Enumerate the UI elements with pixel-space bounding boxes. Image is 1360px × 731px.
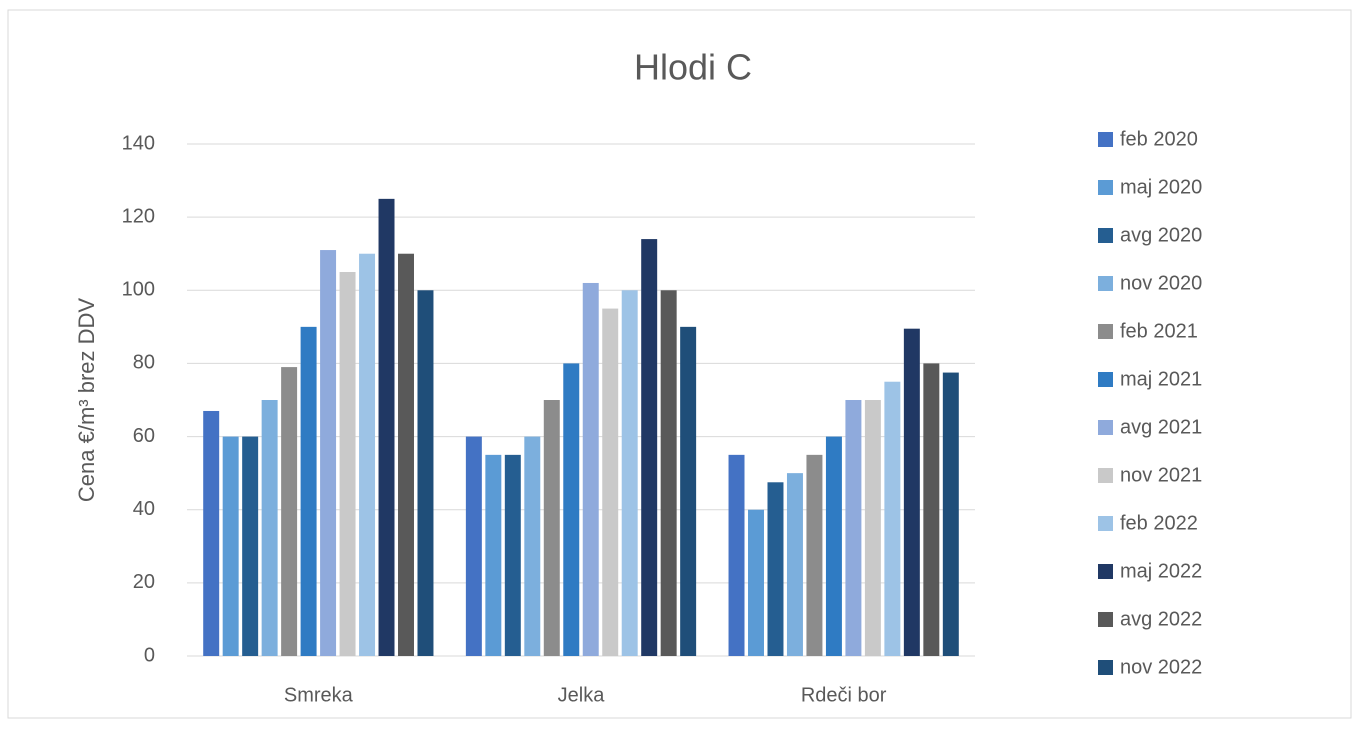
- legend-label: nov 2021: [1120, 464, 1202, 486]
- legend-label: maj 2020: [1120, 176, 1202, 198]
- legend-swatch: [1098, 372, 1113, 387]
- y-tick-label: 140: [122, 132, 155, 154]
- legend-label: avg 2020: [1120, 224, 1202, 246]
- bar: [786, 473, 803, 656]
- legend-swatch: [1098, 420, 1113, 435]
- legend-label: nov 2020: [1120, 272, 1202, 294]
- bar: [806, 454, 823, 656]
- bar: [767, 482, 784, 656]
- bar: [582, 282, 599, 656]
- y-tick-label: 40: [133, 498, 155, 520]
- x-tick-label: Jelka: [558, 684, 606, 706]
- x-tick-label: Smreka: [284, 684, 354, 706]
- y-tick-label: 120: [122, 205, 155, 227]
- legend-swatch: [1098, 564, 1113, 579]
- bar: [378, 198, 395, 656]
- legend-swatch: [1098, 180, 1113, 195]
- legend-swatch: [1098, 468, 1113, 483]
- y-tick-label: 100: [122, 279, 155, 301]
- y-tick-label: 80: [133, 352, 155, 374]
- bar: [884, 381, 901, 656]
- bar: [864, 400, 881, 656]
- bar: [660, 290, 677, 656]
- bar: [680, 326, 697, 656]
- legend-swatch: [1098, 660, 1113, 675]
- bar: [485, 454, 502, 656]
- legend-label: maj 2021: [1120, 368, 1202, 390]
- y-tick-label: 0: [144, 644, 155, 666]
- bar: [524, 436, 541, 656]
- legend-swatch: [1098, 132, 1113, 147]
- bar: [602, 308, 619, 656]
- bar: [825, 436, 842, 656]
- bar: [845, 400, 862, 656]
- bar: [543, 400, 560, 656]
- bar: [222, 436, 239, 656]
- bar: [748, 509, 764, 656]
- bar: [504, 454, 521, 656]
- legend-swatch: [1098, 276, 1113, 291]
- legend-label: feb 2021: [1120, 320, 1198, 342]
- bar: [261, 400, 278, 656]
- bar: [942, 372, 959, 656]
- bar: [300, 326, 317, 656]
- bar: [621, 290, 638, 656]
- legend-label: feb 2020: [1120, 128, 1198, 150]
- bar: [563, 363, 580, 656]
- legend-swatch: [1098, 228, 1113, 243]
- bar: [242, 436, 259, 656]
- bar: [728, 454, 745, 656]
- bar: [359, 253, 376, 656]
- legend-swatch: [1098, 612, 1113, 627]
- bar: [465, 436, 482, 656]
- bar: [339, 272, 356, 656]
- bar: [398, 253, 414, 656]
- y-axis-label: Cena €/m³ brez DDV: [74, 298, 99, 503]
- bar: [281, 367, 298, 656]
- legend-swatch: [1098, 516, 1113, 531]
- bar: [903, 328, 920, 656]
- bar: [203, 410, 220, 656]
- legend-label: avg 2022: [1120, 608, 1202, 630]
- y-tick-label: 20: [133, 571, 155, 593]
- legend-label: avg 2021: [1120, 416, 1202, 438]
- bar: [641, 239, 658, 657]
- x-tick-label: Rdeči bor: [801, 684, 887, 706]
- legend-swatch: [1098, 324, 1113, 339]
- chart-title: Hlodi C: [634, 47, 752, 88]
- legend-label: nov 2022: [1120, 656, 1202, 678]
- legend-label: feb 2022: [1120, 512, 1198, 534]
- bar: [320, 250, 337, 657]
- y-tick-label: 60: [133, 425, 155, 447]
- bar: [923, 363, 940, 656]
- bar: [417, 290, 434, 656]
- legend-label: maj 2022: [1120, 560, 1202, 582]
